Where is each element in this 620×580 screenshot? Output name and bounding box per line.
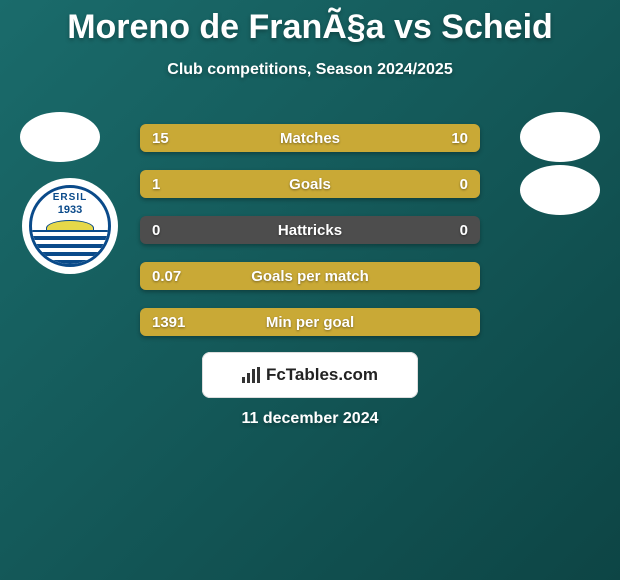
page-title: Moreno de FranÃ§a vs Scheid — [0, 0, 620, 47]
brand-box[interactable]: FcTables.com — [202, 352, 418, 398]
stat-row: 10Goals — [140, 170, 480, 198]
chart-icon — [242, 367, 260, 383]
stat-label: Goals per match — [140, 268, 480, 285]
stat-label: Goals — [140, 176, 480, 193]
stat-row: 0.07Goals per match — [140, 262, 480, 290]
badge-year: 1933 — [32, 204, 108, 216]
stat-label: Min per goal — [140, 314, 480, 331]
stats-panel: 1510Matches 10Goals 00Hattricks 0.07Goals p… — [140, 124, 480, 354]
date-line: 11 december 2024 — [242, 410, 379, 428]
player-avatar-right-2 — [520, 165, 600, 215]
player-avatar-right-1 — [520, 112, 600, 162]
badge-text: ERSIL — [32, 192, 108, 203]
stat-label: Matches — [140, 130, 480, 147]
stat-label: Hattricks — [140, 222, 480, 239]
stat-row: 1510Matches — [140, 124, 480, 152]
club-badge: ERSIL 1933 — [22, 178, 118, 274]
subtitle: Club competitions, Season 2024/2025 — [0, 61, 620, 79]
stat-row: 00Hattricks — [140, 216, 480, 244]
player-avatar-left — [20, 112, 100, 162]
stat-row: 1391Min per goal — [140, 308, 480, 336]
brand-label: FcTables.com — [266, 365, 378, 385]
